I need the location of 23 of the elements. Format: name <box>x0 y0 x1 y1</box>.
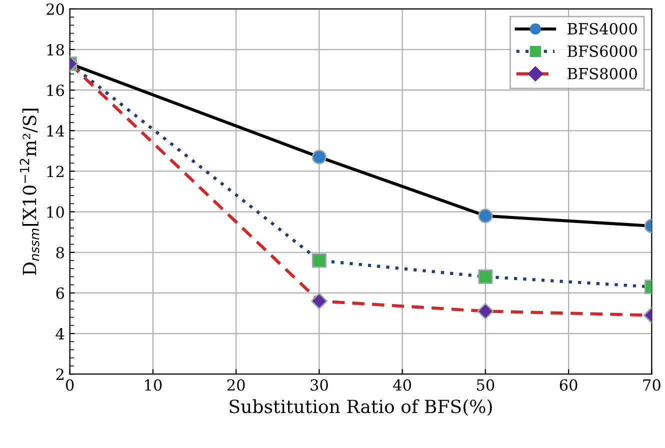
x-tick-label: 10 <box>145 379 162 391</box>
legend-label: BFS4000 <box>568 22 637 35</box>
y-tick-label: 6 <box>56 287 64 299</box>
y-tick-label: 10 <box>47 206 64 218</box>
x-tick-label: 30 <box>310 379 328 391</box>
x-tick-label: 20 <box>227 379 245 391</box>
y-tick-label: 2 <box>56 368 64 380</box>
legend-label: BFS6000 <box>568 45 637 57</box>
y-axis-title: D$_{nssm}$[X10$^{−12}$m²/S] <box>20 108 40 275</box>
y-tick-label: 14 <box>47 125 64 136</box>
y-tick-label: 8 <box>56 246 64 258</box>
y-tick-label: 16 <box>47 84 64 96</box>
x-tick-label: 60 <box>560 379 578 391</box>
x-tick-label: 0 <box>66 379 74 391</box>
x-tick-label: 50 <box>477 379 494 391</box>
x-tick-label: 70 <box>643 379 660 391</box>
y-tick-label: 20 <box>46 3 64 15</box>
y-tick-label: 18 <box>47 44 64 56</box>
x-axis-title: Substitution Ratio of BFS(%) <box>230 399 492 416</box>
legend-label: BFS8000 <box>568 68 637 80</box>
x-tick-label: 40 <box>393 379 412 391</box>
y-tick-label: 12 <box>47 166 64 178</box>
y-tick-label: 4 <box>56 328 64 340</box>
